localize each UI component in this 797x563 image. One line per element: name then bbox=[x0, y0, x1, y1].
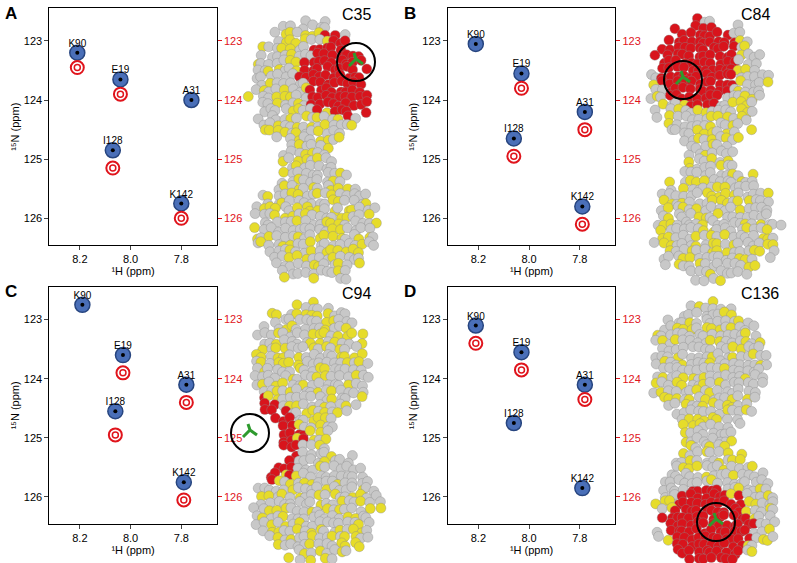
svg-text:125: 125 bbox=[24, 153, 42, 165]
svg-text:126: 126 bbox=[224, 212, 242, 224]
svg-text:K142: K142 bbox=[172, 467, 196, 478]
svg-text:124: 124 bbox=[422, 94, 440, 106]
svg-text:124: 124 bbox=[24, 94, 42, 106]
svg-text:¹H (ppm): ¹H (ppm) bbox=[111, 265, 154, 277]
svg-text:8.2: 8.2 bbox=[72, 532, 87, 544]
svg-text:¹H (ppm): ¹H (ppm) bbox=[111, 544, 154, 556]
svg-text:126: 126 bbox=[24, 491, 42, 503]
svg-text:8.2: 8.2 bbox=[471, 532, 486, 544]
svg-text:E19: E19 bbox=[112, 64, 130, 75]
svg-text:8.0: 8.0 bbox=[521, 253, 536, 265]
svg-text:C94: C94 bbox=[342, 285, 371, 302]
svg-text:126: 126 bbox=[622, 491, 640, 503]
svg-text:K142: K142 bbox=[170, 189, 194, 200]
svg-text:C84: C84 bbox=[741, 6, 770, 23]
svg-text:E19: E19 bbox=[114, 340, 132, 351]
svg-text:123: 123 bbox=[24, 35, 42, 47]
svg-text:I128: I128 bbox=[504, 408, 524, 419]
svg-text:125: 125 bbox=[224, 153, 242, 165]
svg-text:123: 123 bbox=[224, 35, 242, 47]
svg-text:I128: I128 bbox=[106, 396, 126, 407]
svg-text:126: 126 bbox=[422, 212, 440, 224]
svg-text:125: 125 bbox=[422, 432, 440, 444]
svg-text:¹H (ppm): ¹H (ppm) bbox=[510, 265, 553, 277]
svg-text:124: 124 bbox=[622, 94, 640, 106]
svg-text:124: 124 bbox=[24, 373, 42, 385]
svg-text:E19: E19 bbox=[513, 337, 531, 348]
svg-text:126: 126 bbox=[224, 491, 242, 503]
svg-text:¹⁵N (ppm): ¹⁵N (ppm) bbox=[407, 103, 419, 151]
svg-text:A31: A31 bbox=[576, 370, 594, 381]
svg-text:123: 123 bbox=[422, 35, 440, 47]
svg-text:125: 125 bbox=[224, 432, 242, 444]
svg-text:124: 124 bbox=[422, 373, 440, 385]
svg-text:8.0: 8.0 bbox=[123, 532, 138, 544]
svg-text:C136: C136 bbox=[741, 285, 779, 302]
svg-text:¹⁵N (ppm): ¹⁵N (ppm) bbox=[9, 103, 21, 151]
svg-text:C: C bbox=[5, 282, 17, 301]
svg-text:125: 125 bbox=[422, 153, 440, 165]
svg-text:K90: K90 bbox=[467, 29, 485, 40]
svg-text:K90: K90 bbox=[73, 290, 91, 301]
svg-text:C35: C35 bbox=[342, 6, 371, 23]
svg-text:A: A bbox=[5, 4, 17, 23]
svg-text:K90: K90 bbox=[467, 311, 485, 322]
svg-text:8.2: 8.2 bbox=[72, 253, 87, 265]
svg-text:7.8: 7.8 bbox=[174, 532, 189, 544]
svg-text:125: 125 bbox=[24, 432, 42, 444]
svg-text:¹H (ppm): ¹H (ppm) bbox=[510, 544, 553, 556]
svg-text:123: 123 bbox=[224, 313, 242, 325]
svg-text:126: 126 bbox=[622, 212, 640, 224]
svg-text:K142: K142 bbox=[571, 473, 595, 484]
svg-text:D: D bbox=[404, 282, 416, 301]
svg-text:126: 126 bbox=[24, 212, 42, 224]
svg-text:¹⁵N (ppm): ¹⁵N (ppm) bbox=[407, 381, 419, 429]
svg-text:I128: I128 bbox=[103, 135, 123, 146]
svg-text:B: B bbox=[404, 4, 416, 23]
svg-text:¹⁵N (ppm): ¹⁵N (ppm) bbox=[9, 381, 21, 429]
svg-text:E19: E19 bbox=[513, 58, 531, 69]
svg-text:8.2: 8.2 bbox=[471, 253, 486, 265]
svg-text:124: 124 bbox=[224, 373, 242, 385]
svg-text:125: 125 bbox=[622, 153, 640, 165]
svg-text:123: 123 bbox=[422, 313, 440, 325]
svg-text:123: 123 bbox=[622, 313, 640, 325]
svg-text:A31: A31 bbox=[183, 85, 201, 96]
svg-text:124: 124 bbox=[622, 373, 640, 385]
svg-text:7.8: 7.8 bbox=[572, 532, 587, 544]
svg-text:125: 125 bbox=[622, 432, 640, 444]
svg-text:K90: K90 bbox=[68, 38, 86, 49]
svg-text:K142: K142 bbox=[571, 191, 595, 202]
svg-text:A31: A31 bbox=[576, 97, 594, 108]
svg-text:I128: I128 bbox=[504, 123, 524, 134]
svg-text:124: 124 bbox=[224, 94, 242, 106]
svg-text:8.0: 8.0 bbox=[521, 532, 536, 544]
svg-text:A31: A31 bbox=[177, 370, 195, 381]
svg-text:8.0: 8.0 bbox=[123, 253, 138, 265]
svg-text:7.8: 7.8 bbox=[174, 253, 189, 265]
svg-text:123: 123 bbox=[622, 35, 640, 47]
svg-text:7.8: 7.8 bbox=[572, 253, 587, 265]
svg-text:123: 123 bbox=[24, 313, 42, 325]
svg-text:126: 126 bbox=[422, 491, 440, 503]
